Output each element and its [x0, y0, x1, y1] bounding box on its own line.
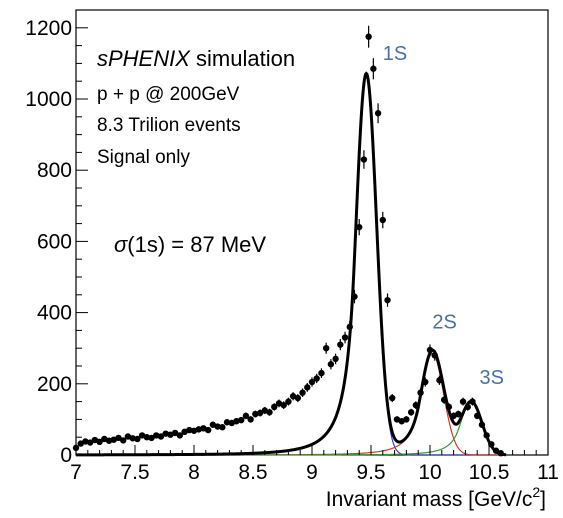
y-tick-label: 0: [60, 444, 72, 467]
fit-curve-3s: [76, 400, 507, 456]
data-point: [219, 424, 226, 431]
data-point: [129, 435, 136, 442]
data-point: [322, 345, 330, 352]
data-point: [120, 437, 127, 444]
data-point: [379, 216, 386, 224]
data-point: [422, 378, 429, 386]
data-point: [256, 409, 264, 417]
annotation-sigma: σ(1s) = 87 MeV: [114, 232, 266, 257]
data-point: [389, 394, 396, 402]
data-point: [440, 396, 448, 404]
data-point: [478, 421, 486, 428]
data-point: [351, 293, 358, 300]
data-point: [171, 429, 179, 437]
data-point: [223, 419, 231, 426]
data-point: [356, 223, 363, 231]
data-point: [384, 296, 391, 304]
x-tick-label: 7.5: [120, 461, 149, 484]
data-point: [365, 33, 372, 40]
data-point: [304, 384, 311, 391]
data-point: [431, 352, 438, 359]
data-point: [469, 398, 476, 405]
data-point: [483, 432, 490, 439]
peak-label: 2S: [432, 312, 456, 334]
x-tick-label: 11: [537, 461, 559, 484]
data-point: [204, 426, 212, 434]
annotation-signal: Signal only: [97, 147, 190, 168]
data-point: [417, 389, 424, 396]
data-point: [445, 403, 453, 411]
data-point: [285, 398, 292, 405]
x-tick-label: 9.5: [356, 461, 385, 484]
data-point: [374, 110, 382, 117]
data-point: [403, 416, 410, 423]
data-point: [474, 412, 481, 420]
data-point: [492, 447, 500, 454]
x-tick-label: 10.5: [469, 461, 510, 484]
data-point: [464, 403, 471, 411]
x-tick-label: 10: [418, 461, 441, 484]
x-axis-ticks: 7 7.5 8 8.5 9 9.5 10 10.5 11: [70, 445, 559, 484]
data-point: [271, 403, 278, 411]
data-point: [96, 438, 103, 446]
data-point: [436, 377, 443, 384]
data-point: [360, 156, 368, 163]
x-tick-label: 8.5: [238, 461, 267, 484]
y-tick-label: 200: [37, 373, 72, 396]
x-tick-label: 7: [70, 461, 82, 484]
data-point: [346, 323, 353, 331]
data-point: [143, 434, 150, 441]
data-point: [86, 439, 94, 446]
data-point: [313, 375, 320, 382]
data-point: [242, 412, 250, 420]
data-point: [247, 416, 254, 423]
data-point: [157, 433, 165, 440]
x-tick-label: 9: [306, 461, 318, 484]
data-point: [318, 369, 325, 377]
data-point: [337, 341, 344, 348]
peak-label: 3S: [480, 367, 504, 389]
y-tick-label: 1200: [25, 17, 72, 40]
data-point: [176, 432, 184, 439]
fit-curve-2s: [76, 352, 507, 456]
annotation-collision: p + p @ 200GeV: [97, 84, 240, 105]
data-point: [459, 398, 467, 405]
peak-labels: 1S 2S 3S: [383, 43, 504, 389]
data-point: [426, 346, 434, 354]
x-axis-label: Invariant mass [GeV/c2]: [326, 484, 546, 511]
y-tick-label: 400: [37, 302, 72, 325]
y-axis-ticks: 0 200 400 600 800 1000 1200: [25, 17, 88, 467]
peak-label: 1S: [383, 43, 407, 65]
data-point: [238, 416, 245, 424]
data-point: [134, 435, 141, 443]
x-tick-label: 8: [188, 461, 200, 484]
annotation-events: 8.3 Trilion events: [97, 115, 241, 136]
data-point: [308, 378, 316, 386]
data-point: [280, 401, 287, 409]
data-point: [266, 409, 273, 416]
data-point: [214, 423, 221, 430]
data-point: [299, 389, 306, 396]
data-point: [148, 434, 155, 442]
data-point: [488, 441, 495, 448]
data-point: [407, 409, 415, 416]
data-point: [294, 394, 302, 402]
data-point: [327, 361, 335, 368]
data-point: [341, 334, 349, 341]
data-point: [370, 65, 377, 72]
data-point: [186, 426, 193, 434]
y-tick-label: 1000: [25, 88, 72, 111]
data-point: [455, 410, 462, 418]
data-point: [115, 434, 122, 442]
y-tick-label: 600: [37, 230, 72, 253]
data-point: [412, 401, 420, 409]
annotation-sphenix: sPHENIX simulation: [97, 46, 295, 71]
data-point: [332, 355, 339, 363]
y-tick-label: 800: [37, 159, 72, 182]
data-points: [72, 25, 504, 457]
